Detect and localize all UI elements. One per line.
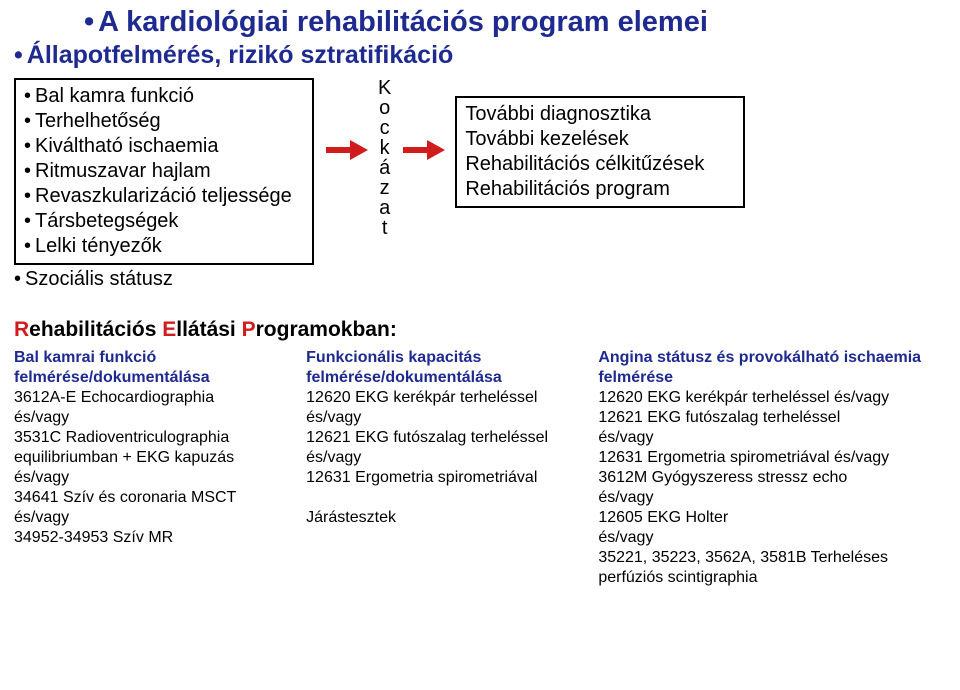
left-item: Revaszkularizáció teljessége bbox=[24, 184, 304, 209]
left-item: Ritmuszavar hajlam bbox=[24, 159, 304, 184]
vert-char: k bbox=[380, 138, 390, 158]
right-item: Rehabilitációs célkitűzések bbox=[465, 152, 735, 177]
page-subtitle: Állapotfelmérés, rizikó sztratifikáció bbox=[14, 41, 946, 70]
right-item: Rehabilitációs program bbox=[465, 177, 735, 202]
left-item: Bal kamra funkció bbox=[24, 84, 304, 109]
col1-head: Bal kamrai funkció felmérése/dokumentálá… bbox=[14, 348, 292, 388]
col1: Bal kamrai funkció felmérése/dokumentálá… bbox=[14, 348, 292, 588]
rep-E: E bbox=[162, 318, 176, 341]
right-item: További diagnosztika bbox=[465, 102, 735, 127]
col3-body: 12620 EKG kerékpár terheléssel és/vagy 1… bbox=[598, 388, 946, 588]
left-item: Terhelhetőség bbox=[24, 109, 304, 134]
left-item-after: Szociális státusz bbox=[14, 267, 314, 292]
vert-char: o bbox=[379, 98, 390, 118]
arrow-icon bbox=[401, 136, 445, 164]
left-item: Társbetegségek bbox=[24, 209, 304, 234]
right-box: További diagnosztika További kezelések R… bbox=[455, 96, 745, 208]
vertical-kockazat: K o c k á z a t bbox=[378, 78, 391, 238]
vert-char: á bbox=[379, 158, 390, 178]
col3-head: Angina státusz és provokálható ischaemia… bbox=[598, 348, 946, 388]
col2-head: Funkcionális kapacitás felmérése/dokumen… bbox=[306, 348, 584, 388]
arrow-icon bbox=[324, 136, 368, 164]
col2: Funkcionális kapacitás felmérése/dokumen… bbox=[306, 348, 584, 588]
left-item: Kiváltható ischaemia bbox=[24, 134, 304, 159]
vert-char: a bbox=[379, 198, 390, 218]
left-box-wrap: Bal kamra funkció Terhelhetőség Kiváltha… bbox=[14, 78, 314, 292]
col2-body: 12620 EKG kerékpár terheléssel és/vagy 1… bbox=[306, 388, 584, 528]
right-item: További kezelések bbox=[465, 127, 735, 152]
rep-txt: rogramokban: bbox=[256, 318, 397, 341]
vert-char: K bbox=[378, 78, 391, 98]
col3: Angina státusz és provokálható ischaemia… bbox=[598, 348, 946, 588]
vert-char: z bbox=[380, 178, 390, 198]
col1-body: 3612A-E Echocardiographia és/vagy 3531C … bbox=[14, 388, 292, 548]
rep-R: R bbox=[14, 318, 29, 341]
vert-char: t bbox=[382, 218, 388, 238]
rep-P: P bbox=[242, 318, 256, 341]
top-row: Bal kamra funkció Terhelhetőség Kiváltha… bbox=[14, 78, 946, 292]
vert-char: c bbox=[380, 118, 390, 138]
page-title: A kardiológiai rehabilitációs program el… bbox=[84, 6, 946, 39]
rep-txt: ehabilitációs bbox=[29, 318, 162, 341]
rep-header: Rehabilitációs Ellátási Programokban: bbox=[14, 318, 946, 342]
left-box: Bal kamra funkció Terhelhetőség Kiváltha… bbox=[14, 78, 314, 265]
left-item: Lelki tényezők bbox=[24, 234, 304, 259]
rep-txt: llátási bbox=[176, 318, 241, 341]
columns: Bal kamrai funkció felmérése/dokumentálá… bbox=[14, 348, 946, 588]
